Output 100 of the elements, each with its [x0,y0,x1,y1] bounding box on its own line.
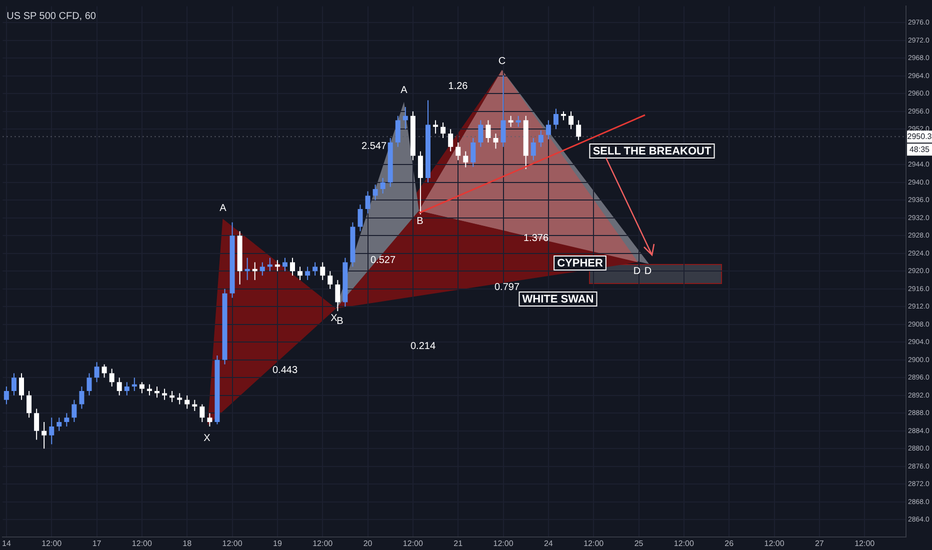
candlestick [402,106,408,130]
candlestick [207,412,212,427]
x-tick-label: 12:00 [42,539,62,548]
candlestick [298,266,303,281]
candlestick [538,130,544,148]
candlestick [365,190,370,214]
candlestick [372,184,378,201]
candlestick [305,266,310,281]
candlestick [146,384,152,396]
x-tick-label: 14 [2,539,12,548]
candlestick [86,372,92,396]
candlestick [267,257,272,272]
x-tick-label: 24 [544,539,554,548]
text: 48:35 [909,144,930,154]
x-tick-label: 12:00 [764,539,785,548]
annotation: 0.443 [272,364,298,376]
candlestick [124,382,130,396]
x-tick-label: 12:00 [584,539,604,548]
candlestick [170,390,175,403]
candlestick [358,204,363,232]
candlestick [94,362,100,383]
x-tick-label: 21 [454,539,464,548]
candlestick [440,122,446,139]
annotation: 0.797 [494,282,520,293]
annotation: SELL THE BREAKOUT [592,146,712,158]
x-tick-label: 12:00 [312,539,334,548]
annotation: D [644,266,652,277]
candlestick [380,177,386,194]
x-tick-label: 19 [272,539,282,548]
candlestick [395,115,400,148]
candlestick [335,280,340,312]
ref-line-label: 2950.3 [907,132,932,141]
candlestick [49,417,54,445]
candlestick [64,412,70,427]
candlestick [568,110,574,130]
candlestick [162,388,168,400]
candlestick [252,262,258,281]
x-tick-label: 12:00 [493,539,514,548]
annotation: 2.547 [361,140,387,152]
x-tick-label: 12:00 [222,539,243,548]
text: US SP 500 CFD, 60 [6,10,96,22]
candlestick [34,408,40,440]
annotation: 1.26 [448,80,468,92]
candlestick [274,260,280,272]
candlestick [260,262,265,276]
candlestick [4,386,9,405]
candlestick [154,386,160,398]
candlestick [102,364,107,378]
candlestick [42,422,47,450]
candlestick [139,382,144,394]
candlestick [463,150,468,168]
candlestick [11,372,16,396]
candlestick [433,120,438,134]
candlestick [546,120,551,140]
annotation: CYPHER [557,258,603,270]
candlestick [493,133,498,150]
annotation: 0.214 [410,340,436,352]
annotation: 1.376 [523,232,549,244]
candlestick [244,257,250,281]
candlestick [500,74,506,148]
candlestick [192,399,198,412]
candlestick [530,138,536,161]
candlestick [328,270,333,290]
annotation: 0.527 [370,254,396,266]
annotation: D [633,266,641,277]
candlestick [470,138,476,168]
candlestick [553,108,558,130]
x-tick-label: 25 [634,539,644,548]
candlestick [486,120,491,143]
x-tick-label: 12:00 [854,539,876,548]
candlestick [290,257,295,276]
x-tick-label: 26 [724,539,734,548]
annotation: A [220,202,227,214]
x-tick-label: 12:00 [674,539,694,548]
x-tick-label: 18 [182,539,192,548]
candlestick [478,120,484,148]
x-tick-label: 12:00 [132,539,152,548]
candlestick [109,368,114,388]
annotation: C [498,56,506,67]
candlestick [116,377,122,396]
candlestick [72,399,77,423]
candlestick [26,390,32,418]
candlestick [508,115,514,128]
annotation: X [204,432,211,444]
x-tick-label: 27 [814,539,824,548]
annotation: B [416,216,424,227]
x-tick-label: 20 [363,539,373,548]
candlestick [448,128,454,152]
x-tick-label: 12:00 [402,539,424,548]
annotation: WHITE SWAN [522,294,594,306]
candlestick [418,150,423,215]
candlestick [312,262,318,276]
candlestick [200,404,205,423]
candlestick [177,392,182,405]
candlestick [320,262,326,281]
candlestick [19,372,24,400]
annotation: B [336,316,344,327]
annotation: A [400,84,408,96]
candlestick [132,377,137,392]
candlestick [282,257,288,272]
